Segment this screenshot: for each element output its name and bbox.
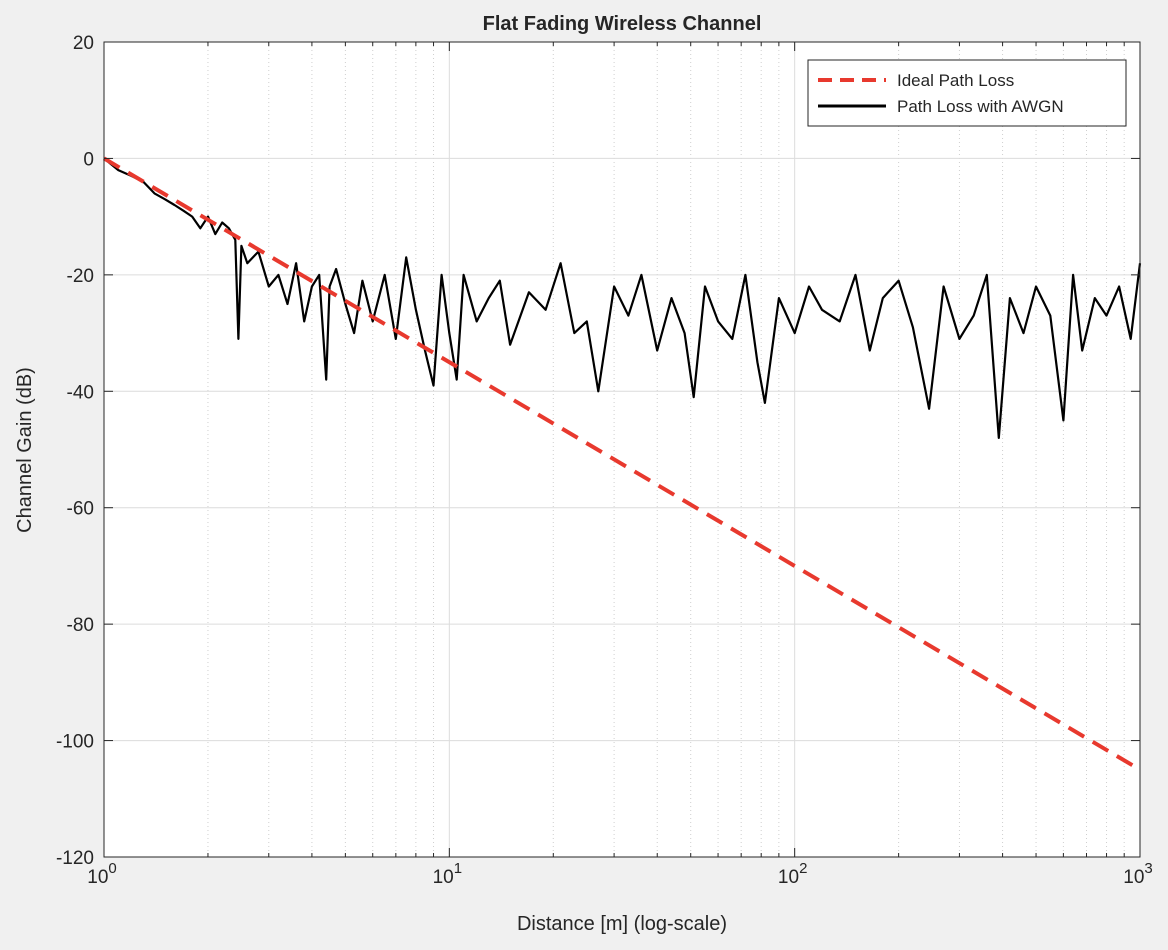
plot-series: [102, 156, 1142, 772]
x-axis-label: Distance [m] (log-scale): [517, 913, 727, 935]
chart-title: Flat Fading Wireless Channel: [483, 13, 762, 35]
legend-box: [807, 59, 1127, 127]
x-tick-label: 100: [87, 860, 116, 888]
y-tick-label: -100: [56, 732, 94, 753]
y-tick-label: -20: [67, 266, 94, 287]
y-axis-label: Channel Gain (dB): [14, 367, 36, 533]
axis-ticks: 100 101 102 103 20 0 -20 -40 -60 -80 -100 -120: [56, 33, 1153, 888]
y-tick-label: -80: [67, 615, 94, 636]
x-tick-label: 101: [433, 860, 462, 888]
y-tick-label: 20: [73, 33, 94, 54]
plot-frame: [103, 41, 1141, 858]
x-tick-label: 102: [778, 860, 807, 888]
series-ideal-path-loss: [102, 156, 1142, 772]
y-tick-label: 0: [83, 149, 94, 170]
y-tick-label: -60: [67, 499, 94, 520]
series-path-loss-awgn: [103, 157, 1142, 439]
y-tick-label: -120: [56, 848, 94, 869]
x-tick-label: 103: [1123, 860, 1152, 888]
legend-label-awgn: Path Loss with AWGN: [897, 97, 1064, 116]
y-tick-label: -40: [67, 382, 94, 403]
plot-area: [104, 42, 1140, 857]
legend-label-ideal: Ideal Path Loss: [897, 71, 1014, 90]
grid-lines: [104, 42, 1140, 857]
legend: Ideal Path Loss Path Loss with AWGN: [807, 59, 1127, 127]
